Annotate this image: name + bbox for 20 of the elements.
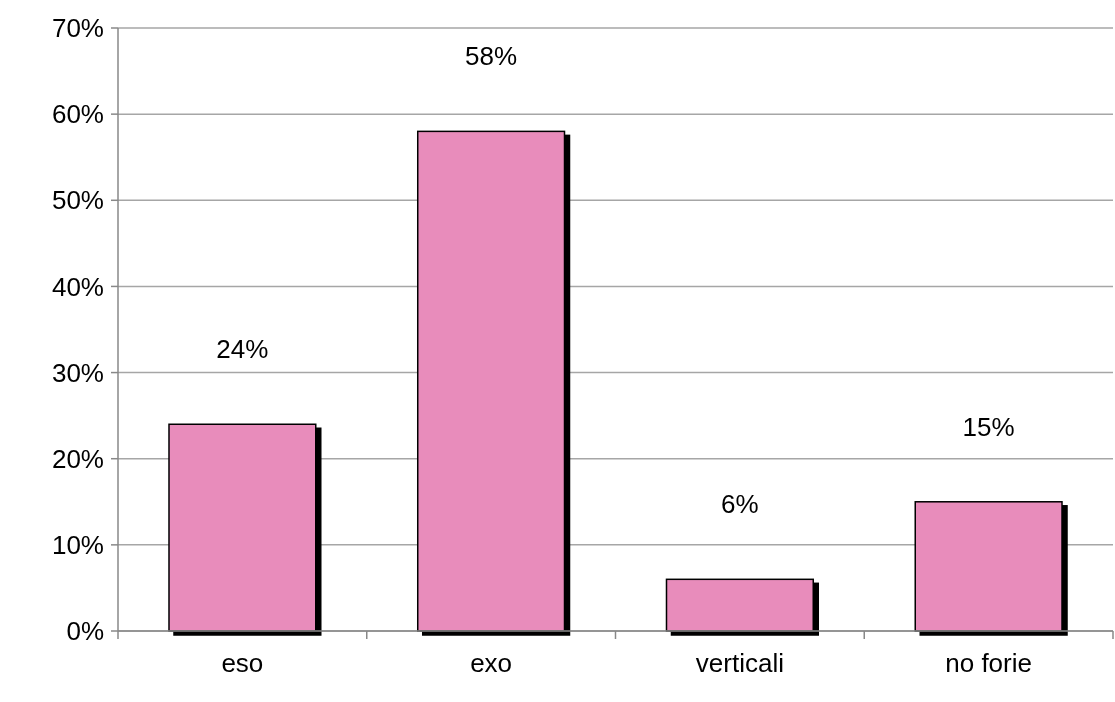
data-label: 24% <box>216 334 269 365</box>
bar <box>665 578 815 632</box>
data-label: 58% <box>465 41 518 72</box>
y-tick-label: 30% <box>51 357 104 388</box>
y-tick-label: 10% <box>51 529 104 560</box>
y-tick-label: 60% <box>51 99 104 130</box>
y-tick-label: 0% <box>66 616 104 647</box>
data-label: 15% <box>962 411 1015 442</box>
x-tick-label: no forie <box>945 648 1032 678</box>
y-tick-label: 50% <box>51 185 104 216</box>
y-tick-label: 70% <box>51 13 104 44</box>
y-tick-label: 20% <box>51 443 104 474</box>
y-tick-label: 40% <box>51 271 104 302</box>
bar <box>416 130 566 632</box>
x-tick-label: eso <box>221 648 264 678</box>
data-label: 6% <box>721 489 759 520</box>
x-tick-label: exo <box>470 648 513 678</box>
x-tick-label: verticali <box>695 648 784 678</box>
bar <box>168 423 317 632</box>
bar <box>914 501 1063 632</box>
